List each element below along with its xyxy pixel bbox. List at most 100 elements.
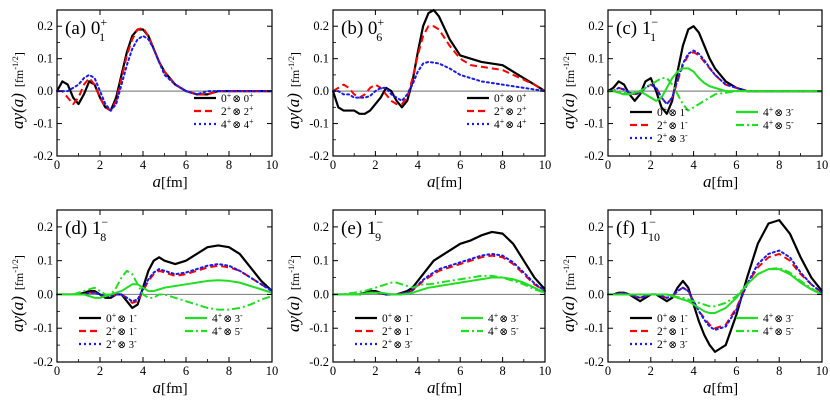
x-tick-label: 6 [457, 158, 463, 172]
panel-title-sup: − [651, 15, 658, 29]
x-axis-unit: [fm] [712, 381, 739, 397]
x-axis-label: a[fm] [703, 172, 738, 191]
legend-label: 2+⊗ 3- [657, 131, 688, 145]
legend-label-lhs: 4 [763, 120, 769, 132]
legend-label-rhs: ⊗ 2 [232, 107, 249, 118]
legend-label-lhs: 2 [106, 339, 112, 351]
series-line-0 [57, 244, 273, 310]
legend-label-sup2: - [516, 324, 519, 333]
legend-label: 2+⊗ 2+ [494, 104, 527, 118]
y-tick-label: 0.2 [313, 19, 329, 33]
legend-label-sup2: - [685, 324, 688, 333]
y-axis-unit: [fm [12, 272, 26, 290]
legend-label-rhs: ⊗ 1 [668, 121, 685, 132]
legend-label-lhs: 4 [212, 326, 218, 338]
legend-label-lhs: 0 [657, 107, 663, 119]
panel-title-sub: 8 [100, 230, 106, 244]
x-tick-label: 10 [816, 364, 829, 378]
legend-label-sup2: - [516, 311, 519, 320]
x-tick-label: 0 [330, 364, 336, 378]
legend-label-rhs: ⊗ 3 [668, 340, 685, 351]
legend-label-rhs: ⊗ 3 [774, 108, 791, 119]
panel-title-text: (d) 1 [65, 218, 101, 239]
panel-d: 0 2 4 6 8 10-0.2-0.10.00.10.2a[fm]ay(a)[fm-1/… [8, 209, 278, 397]
series-line-4 [333, 274, 546, 296]
legend-label-sup2: - [240, 311, 243, 320]
x-tick-label: 8 [226, 158, 232, 172]
y-axis-unit-close: ] [563, 52, 577, 56]
legend-label-sup: + [227, 117, 232, 126]
y-tick-label: 0.0 [313, 84, 329, 98]
legend-label-rhs: ⊗ 1 [117, 314, 134, 325]
y-axis-label-main: ay(a) [8, 93, 27, 129]
legend-label-lhs: 4 [488, 313, 494, 325]
y-axis-label: ay(a) [fm-1/2] [284, 52, 303, 129]
legend-label-sup2: - [685, 105, 688, 114]
legend-label: 2+⊗ 1- [106, 324, 137, 338]
x-tick-label: 4 [690, 364, 697, 378]
legend-label-sup2: + [522, 104, 527, 113]
panel-title: (c) 1− 1 [616, 15, 658, 44]
legend-label-lhs: 4 [763, 313, 769, 325]
legend-label-sup2: - [685, 337, 688, 346]
y-axis-unit-close: ] [563, 255, 577, 259]
y-tick-label: -0.1 [584, 117, 604, 131]
x-axis-label: a[fm] [703, 378, 738, 397]
legend-label-lhs: 2 [657, 339, 663, 351]
legend-label-lhs: 2 [106, 326, 112, 338]
x-tick-label: 0 [330, 158, 336, 172]
legend-label-sup2: - [410, 311, 413, 320]
y-axis-label: ay(a) [fm-1/2] [8, 52, 27, 129]
x-tick-label: 6 [733, 364, 739, 378]
legend-label-rhs: ⊗ 3 [223, 314, 240, 325]
y-axis-label-main: ay(a) [559, 296, 578, 332]
legend-label-rhs: ⊗ 3 [774, 314, 791, 325]
x-tick-label: 6 [183, 158, 189, 172]
y-tick-label: 0.0 [37, 84, 53, 98]
panel-title-sub: 10 [648, 230, 660, 244]
legend-label-sup: + [112, 337, 117, 346]
legend: 0+⊗ 1-2+⊗ 1-2+⊗ 3-4+⊗ 3-4+⊗ 5- [630, 105, 794, 145]
legend-label-rhs: ⊗ 3 [668, 134, 685, 145]
panel-title: (e) 1− 9 [341, 215, 383, 244]
legend-label-sup: + [663, 118, 668, 127]
series-line-2 [56, 34, 273, 112]
series-line-0 [607, 25, 822, 115]
x-tick-label: 10 [539, 364, 552, 378]
legend-label-rhs: ⊗ 2 [505, 107, 522, 118]
x-axis-label: a[fm] [427, 172, 462, 191]
legend-label-rhs: ⊗ 4 [232, 120, 249, 131]
legend-label-sup2: - [791, 118, 794, 127]
legend-label: 0+⊗ 0+ [494, 91, 527, 105]
y-axis-unit-close: ] [12, 255, 26, 259]
legend-label-rhs: ⊗ 5 [223, 327, 240, 338]
legend-label: 2+⊗ 1- [382, 324, 413, 338]
y-tick-label: -0.1 [33, 117, 53, 131]
y-tick-label: -0.1 [33, 321, 53, 335]
panel-title-sub: 1 [99, 30, 105, 44]
panel-title-sup: − [376, 215, 383, 229]
legend-label-rhs: ⊗ 5 [774, 327, 791, 338]
y-tick-label: -0.1 [309, 117, 329, 131]
x-tick-label: 6 [733, 158, 739, 172]
legend-label: 4+⊗ 5- [763, 118, 794, 132]
legend-label-sup: + [388, 337, 393, 346]
legend-label: 4+⊗ 4+ [221, 117, 254, 131]
legend-label: 0+⊗ 1- [106, 311, 137, 325]
x-tick-label: 8 [499, 364, 505, 378]
x-axis-unit: [fm] [161, 381, 188, 397]
panel-title-sub: 6 [376, 30, 382, 44]
x-axis-unit: [fm] [436, 381, 463, 397]
legend-label-sup2: + [522, 91, 527, 100]
x-tick-label: 4 [415, 158, 422, 172]
x-tick-label: 2 [97, 158, 103, 172]
x-axis-unit: [fm] [161, 175, 188, 191]
panel-title: (b) 0+ 6 [341, 15, 384, 44]
legend-label-lhs: 2 [657, 326, 663, 338]
x-tick-label: 2 [648, 364, 654, 378]
legend-label-sup: + [663, 105, 668, 114]
x-tick-label: 2 [372, 158, 378, 172]
legend-label: 4+⊗ 3- [488, 311, 519, 325]
y-axis-label-main: ay(a) [559, 93, 578, 129]
